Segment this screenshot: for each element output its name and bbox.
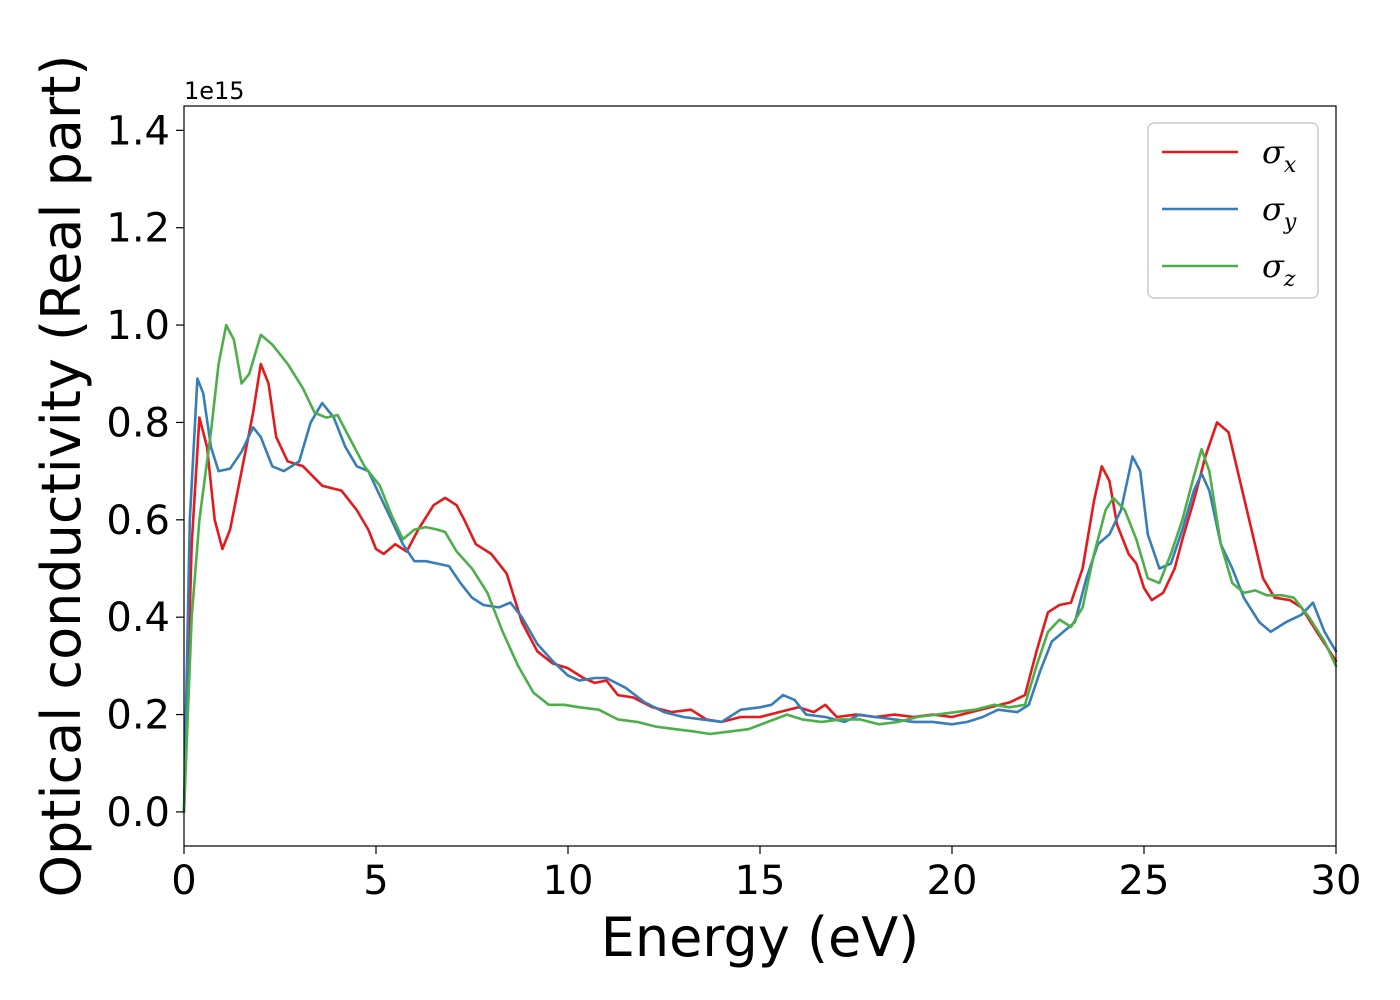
legend-label-x: σx — [1262, 133, 1297, 178]
x-tick-label: 5 — [363, 858, 388, 904]
x-axis-label: Energy (eV) — [601, 906, 920, 969]
x-tick-label: 10 — [543, 858, 594, 904]
x-tick-label: 25 — [1119, 858, 1170, 904]
legend: σx σy σz — [1147, 122, 1319, 299]
x-tick-label: 0 — [171, 858, 196, 904]
y-tick-label: 1.0 — [106, 303, 170, 349]
y-tick-label: 1.4 — [106, 108, 170, 154]
series-line-x — [182, 362, 1338, 814]
legend-label-z: σz — [1262, 247, 1296, 292]
y-tick-label: 0.6 — [106, 498, 170, 544]
series-line-z — [182, 323, 1338, 814]
x-tick-label: 15 — [735, 858, 786, 904]
x-tick-label: 30 — [1311, 858, 1362, 904]
y-offset-label: 1e15 — [184, 77, 245, 105]
y-tick-label: 0.0 — [106, 790, 170, 836]
x-tick-label: 20 — [927, 858, 978, 904]
plot-area-background — [184, 106, 1336, 846]
legend-frame — [1147, 122, 1319, 299]
x-axis-ticks: 0 5 10 15 20 25 30 — [171, 846, 1361, 904]
y-tick-label: 0.4 — [106, 595, 170, 641]
y-axis-ticks: 0.0 0.2 0.4 0.6 0.8 1.0 1.2 1.4 — [106, 108, 184, 836]
y-tick-label: 1.2 — [106, 206, 170, 252]
y-axis-label: Optical conductivity (Real part) — [30, 55, 93, 898]
series-layer — [182, 323, 1338, 814]
y-tick-label: 0.8 — [106, 400, 170, 446]
plot-frame — [183, 105, 1337, 847]
legend-label-y: σy — [1262, 190, 1297, 235]
y-tick-label: 0.2 — [106, 693, 170, 739]
